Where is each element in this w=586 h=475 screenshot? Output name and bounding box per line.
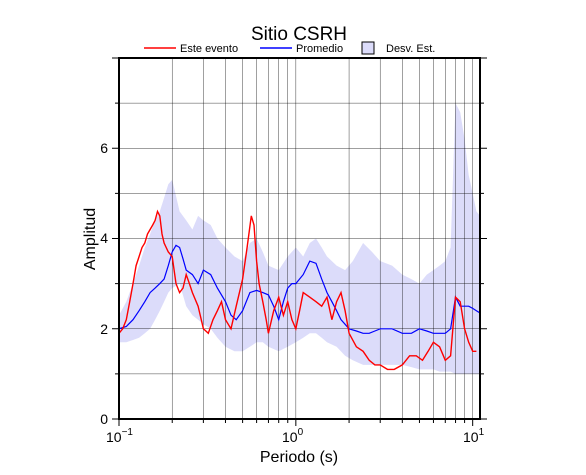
series-line-este-evento xyxy=(119,209,477,371)
x-tick-label-0: 10−1 xyxy=(106,427,133,445)
legend-label-promedio: Promedio xyxy=(296,43,343,55)
legend-label-este-evento: Este evento xyxy=(180,43,238,55)
y-tick-label-2: 2 xyxy=(100,321,108,337)
x-tick-label-0-exp: −1 xyxy=(122,427,134,438)
x-tick-label-1-base: 10 xyxy=(282,429,298,445)
y-axis-label: Amplitud xyxy=(82,208,99,270)
legend-label-desv-est: Desv. Est. xyxy=(386,43,435,55)
y-tick-label-4: 4 xyxy=(100,230,108,246)
x-tick-label-1-exp: 0 xyxy=(298,427,304,438)
x-tick-label-1: 100 xyxy=(282,427,304,445)
x-tick-label-0-base: 10 xyxy=(106,429,122,445)
std-band-area xyxy=(119,103,480,374)
legend: Este evento Promedio Desv. Est. xyxy=(144,41,435,55)
x-tick-label-2: 101 xyxy=(463,427,485,445)
x-tick-label-2-exp: 1 xyxy=(479,427,485,438)
series-line-promedio xyxy=(119,244,480,334)
svg-text:101: 101 xyxy=(463,427,485,445)
x-axis-label: Periodo (s) xyxy=(260,449,338,466)
svg-text:100: 100 xyxy=(282,427,304,445)
y-tick-label-6: 6 xyxy=(100,140,108,156)
svg-text:10−1: 10−1 xyxy=(106,427,133,445)
x-tick-label-2-base: 10 xyxy=(463,429,479,445)
y-tick-label-0: 0 xyxy=(100,411,108,427)
chart-title: Sitio CSRH xyxy=(251,24,347,45)
legend-patch-desv-est xyxy=(361,41,375,55)
